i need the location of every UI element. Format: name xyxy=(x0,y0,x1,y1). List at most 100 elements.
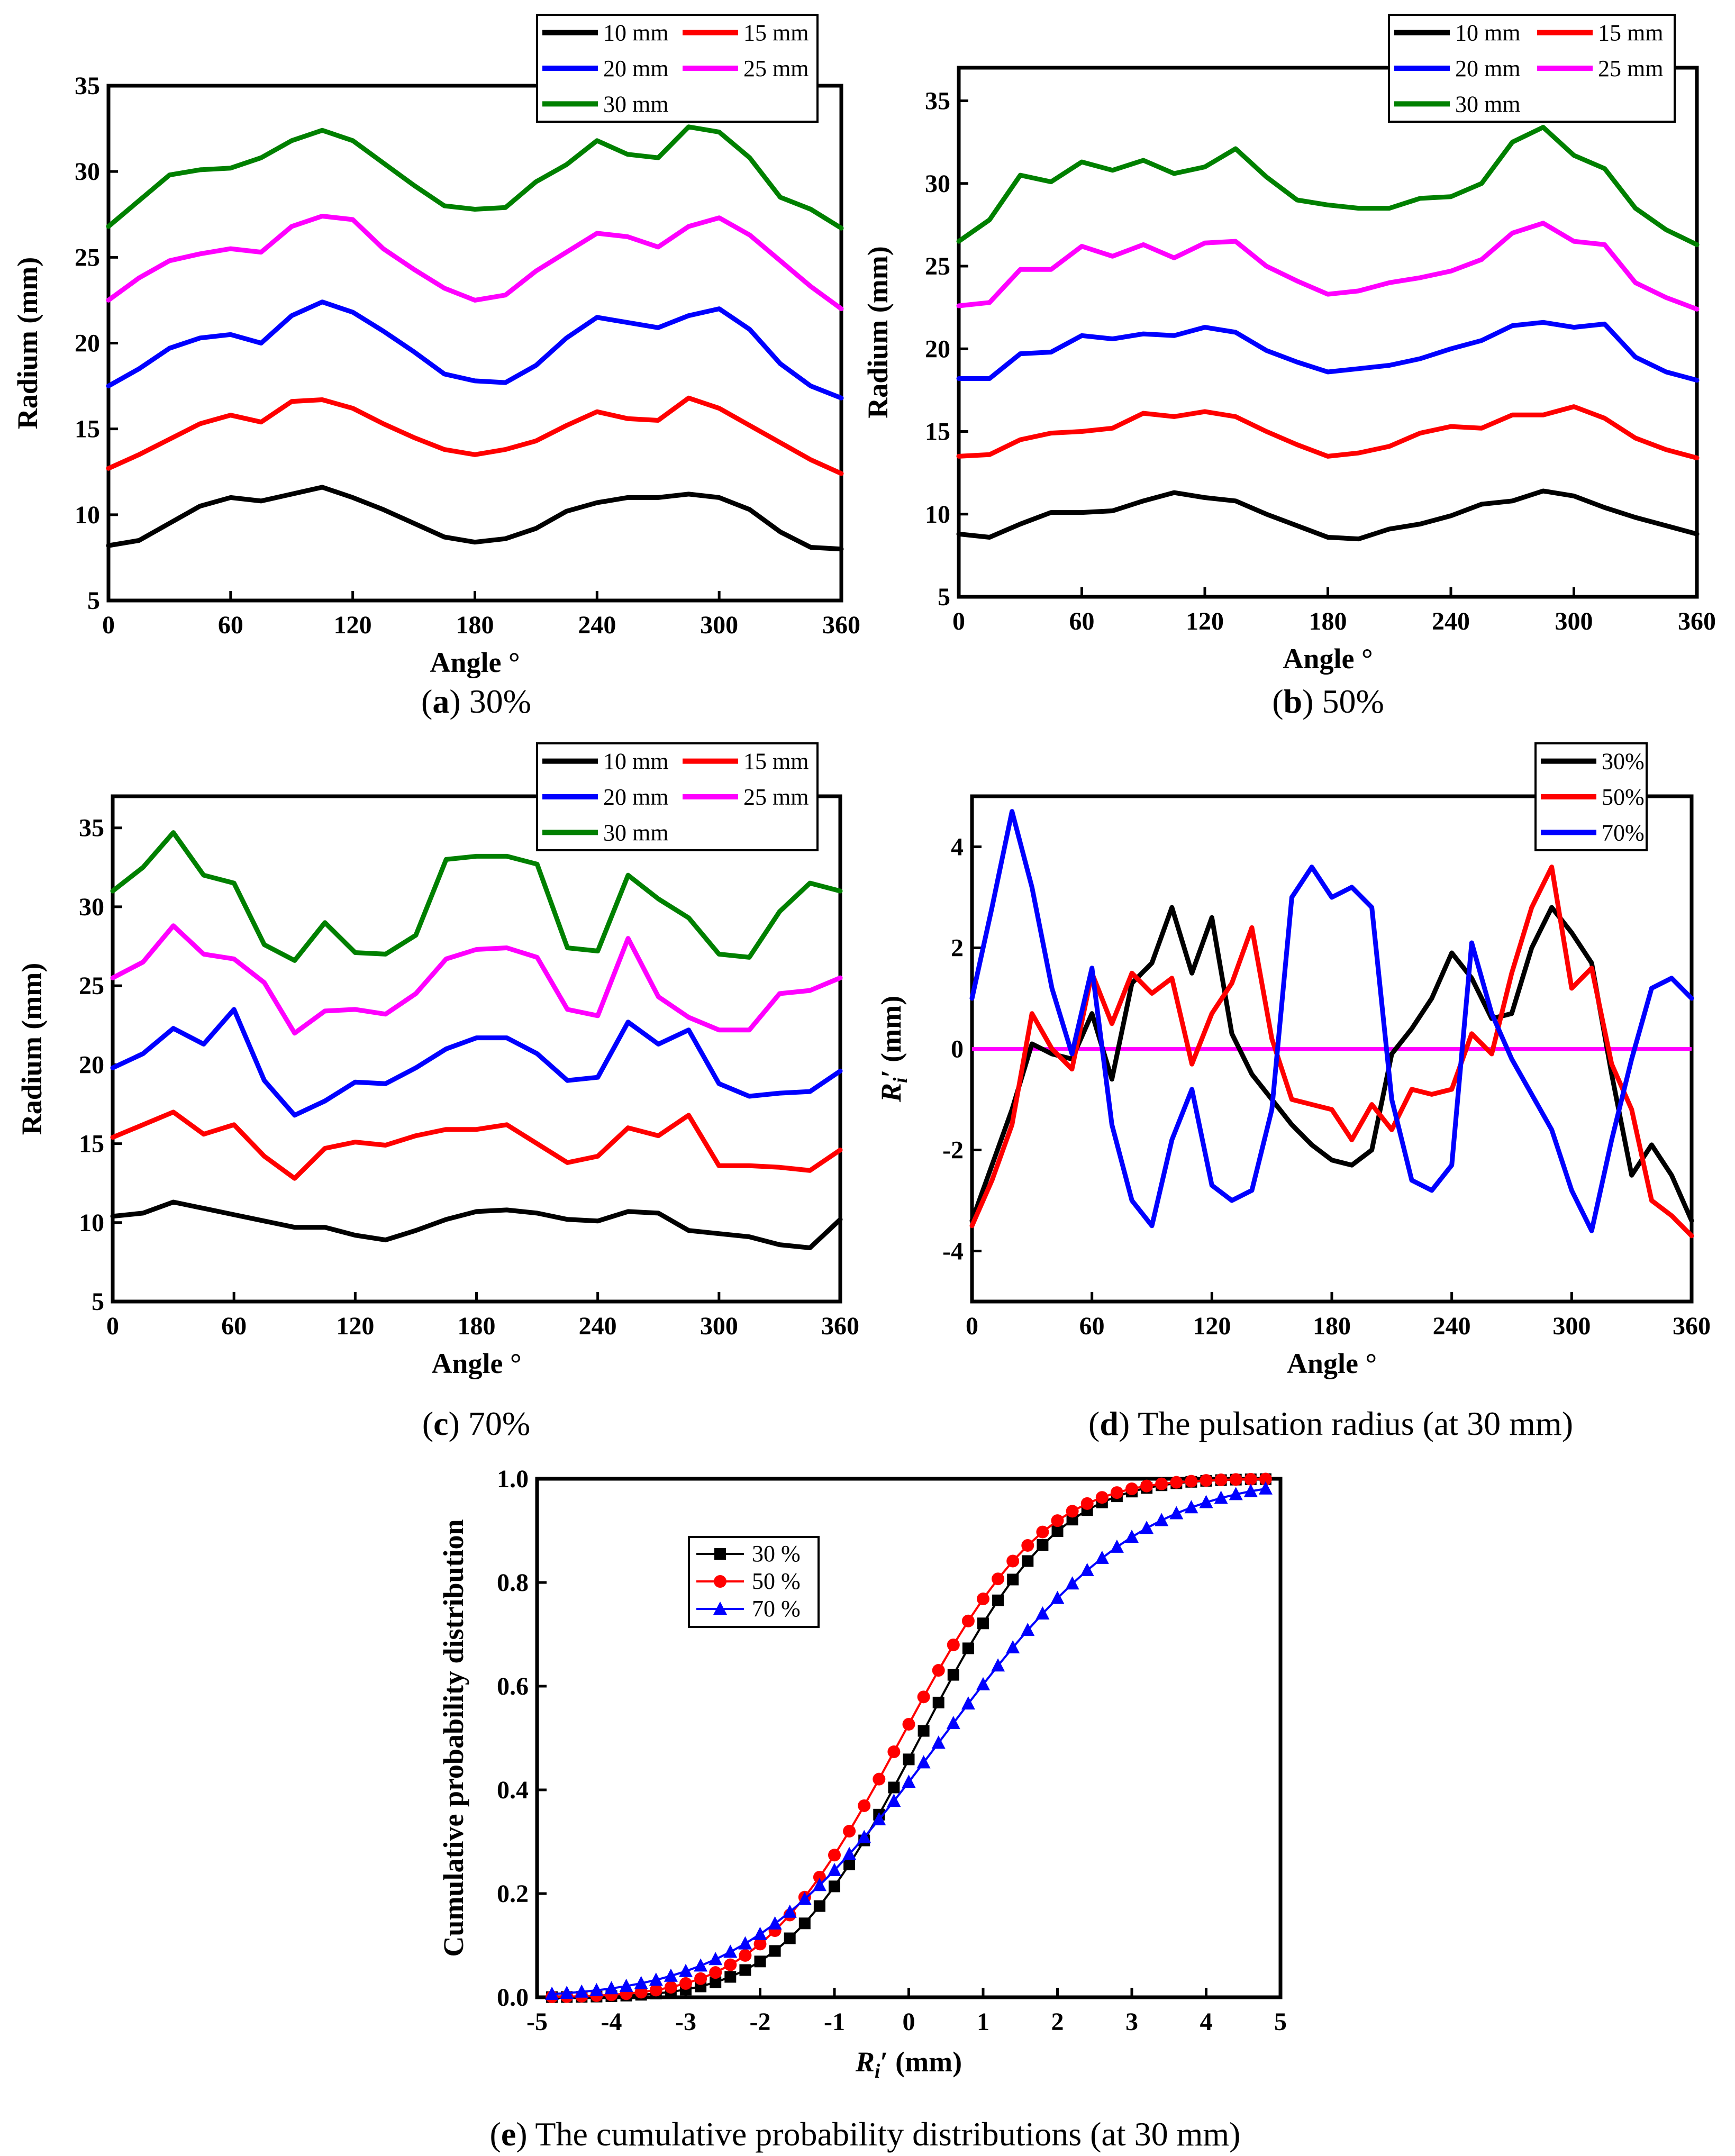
x-tick-label: 60 xyxy=(1079,1312,1105,1340)
cdf-point xyxy=(708,1952,723,1966)
cdf-point xyxy=(754,1955,766,1968)
cdf-point xyxy=(1022,1555,1034,1567)
caption-paren: ( xyxy=(421,683,432,720)
y-tick-label: 4 xyxy=(951,833,964,861)
x-tick-label: 60 xyxy=(218,611,243,639)
cdf-point xyxy=(784,1932,796,1944)
x-tick-label: 300 xyxy=(1552,1312,1591,1340)
plot-frame xyxy=(535,1477,1283,1999)
series-line-30mm xyxy=(106,124,844,231)
cdf-point xyxy=(1095,1491,1109,1504)
series-line-30 xyxy=(969,905,1694,1223)
cdf-point xyxy=(828,1849,841,1862)
series-line-25mm xyxy=(110,923,843,1036)
cdf-point xyxy=(1200,1474,1213,1487)
cdf-point xyxy=(813,1900,825,1912)
x-tick-label: 0 xyxy=(966,1312,978,1340)
cdf-point xyxy=(739,1964,751,1976)
legend-label: 30% xyxy=(1602,749,1645,775)
cdf-point xyxy=(1229,1473,1242,1486)
cdf-point xyxy=(976,1677,990,1690)
legend-label: 30 % xyxy=(752,1541,801,1567)
panel-c: 0 60 120 180 240 300 360 5 10 15 20 25 30 35 Angle ° Ra… xyxy=(16,742,859,1442)
cdf-point xyxy=(679,1963,693,1977)
x-tick-label: 300 xyxy=(700,611,738,639)
caption-letter: a xyxy=(432,683,449,720)
legend-label: 10 mm xyxy=(603,749,668,775)
cdf-point xyxy=(664,1968,678,1982)
cdf-point xyxy=(991,1658,1005,1672)
cdf-point xyxy=(1259,1472,1272,1486)
x-axis-label-rest: ′ (mm) xyxy=(880,2046,962,2078)
y-tick-label: 1.0 xyxy=(497,1465,529,1493)
plot-frame xyxy=(957,66,1699,599)
cdf-point xyxy=(888,1781,900,1794)
x-tick-label: 180 xyxy=(458,1312,496,1340)
y-tick-label: 10 xyxy=(79,1209,104,1237)
cdf-point xyxy=(560,1986,574,1999)
y-axis-label: Radium (mm) xyxy=(12,257,43,429)
cdf-point xyxy=(724,1971,737,1983)
cdf-point xyxy=(947,1638,960,1651)
cdf-point xyxy=(1037,1539,1049,1551)
cdf-point xyxy=(961,1614,975,1627)
cdf-point xyxy=(872,1812,886,1826)
cdf-point xyxy=(992,1572,1005,1586)
caption-text: 70% xyxy=(460,1405,530,1442)
caption-paren: ) xyxy=(449,1405,460,1442)
caption-paren: ) xyxy=(1119,1405,1130,1442)
caption-text: 30% xyxy=(461,683,531,720)
legend-label: 20 mm xyxy=(1455,56,1520,81)
x-tick-label: 360 xyxy=(1678,607,1716,635)
x-tick-label: 180 xyxy=(1313,1312,1351,1340)
x-axis-label: Ri′ (mm) xyxy=(855,2046,962,2082)
legend-label: 15 mm xyxy=(743,749,809,775)
legend-label: 50 % xyxy=(752,1568,801,1594)
cdf-point xyxy=(887,1794,901,1807)
cdf-point xyxy=(1080,1497,1094,1510)
legend-label: 25 mm xyxy=(743,784,809,810)
x-tick-label: 360 xyxy=(822,611,860,639)
caption-letter: c xyxy=(433,1405,448,1442)
cdf-point xyxy=(1080,1563,1094,1577)
cdf-point xyxy=(1051,1525,1064,1537)
x-tick-label: 120 xyxy=(336,1312,374,1340)
y-tick-label: 35 xyxy=(925,87,950,115)
series-line-10mm xyxy=(106,485,844,552)
caption-paren: ) xyxy=(449,683,460,720)
cdf-point xyxy=(931,1735,946,1749)
series-line-50 xyxy=(969,865,1694,1239)
y-tick-label: 0.4 xyxy=(497,1776,529,1804)
y-tick-label: 0 xyxy=(951,1035,964,1063)
cdf-point xyxy=(1199,1495,1213,1508)
cdf-point xyxy=(768,1916,782,1930)
y-axis-label-main: R xyxy=(875,1083,907,1103)
y-tick-label: 15 xyxy=(925,418,950,446)
cdf-point xyxy=(932,1664,945,1677)
cdf-point xyxy=(664,1981,677,1994)
x-tick-label: 5 xyxy=(1274,2008,1287,2036)
y-tick-label: 5 xyxy=(87,587,100,615)
cdf-point xyxy=(1244,1472,1257,1486)
y-tick-label: 25 xyxy=(79,972,104,1000)
y-tick-label: 30 xyxy=(79,893,104,921)
caption-letter: b xyxy=(1284,683,1303,720)
y-tick-label: 25 xyxy=(925,252,950,280)
cdf-point xyxy=(992,1594,1004,1606)
x-axis-label-main: R xyxy=(855,2046,875,2078)
cdf-point xyxy=(1051,1514,1064,1527)
x-tick-label: 4 xyxy=(1200,2008,1213,2036)
cdf-point xyxy=(753,1926,767,1940)
cdf-point xyxy=(798,1917,811,1930)
x-tick-label: -5 xyxy=(526,2008,548,2036)
y-axis-label-sub: i xyxy=(889,1077,912,1083)
x-tick-label: 180 xyxy=(456,611,494,639)
legend-label: 10 mm xyxy=(1455,20,1520,46)
legend-marker xyxy=(714,1548,726,1560)
cdf-point xyxy=(1006,1554,1020,1568)
cdf-point xyxy=(575,1984,589,1998)
legend-label: 25 mm xyxy=(1598,56,1663,81)
caption-paren: ( xyxy=(1088,1405,1100,1442)
cdf-point xyxy=(903,1753,915,1766)
cdf-point xyxy=(1243,1484,1258,1497)
